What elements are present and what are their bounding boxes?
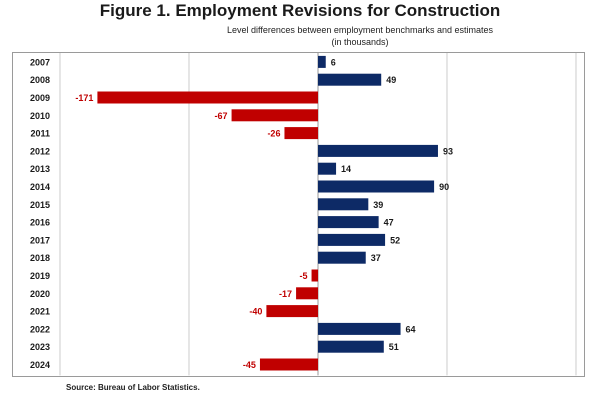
category-label: 2013 (30, 164, 50, 174)
category-label: 2020 (30, 289, 50, 299)
value-label: 49 (386, 75, 396, 85)
bar (318, 162, 337, 175)
category-label: 2017 (30, 235, 50, 245)
category-label: 2010 (30, 111, 50, 121)
value-label: -5 (300, 271, 308, 281)
value-label: 93 (443, 146, 453, 156)
bar (259, 358, 318, 371)
category-label: 2022 (30, 324, 50, 334)
subtitle-line-2: (in thousands) (331, 37, 389, 47)
bar (318, 251, 366, 264)
category-label: 2007 (30, 57, 50, 67)
value-label: -45 (243, 360, 256, 370)
category-label: 2015 (30, 200, 50, 210)
bar (266, 305, 318, 318)
value-label: 6 (331, 57, 336, 67)
value-label: -26 (267, 129, 280, 139)
bar (311, 269, 318, 282)
value-label: 90 (439, 182, 449, 192)
value-label: 64 (406, 324, 416, 334)
category-label: 2019 (30, 271, 50, 281)
category-label: 2012 (30, 146, 50, 156)
value-label: 14 (341, 164, 351, 174)
value-label: 47 (384, 218, 394, 228)
value-label: -40 (249, 307, 262, 317)
bar (318, 55, 326, 68)
chart-title: Figure 1. Employment Revisions for Const… (99, 1, 501, 20)
bar (318, 180, 435, 193)
value-label: -67 (215, 111, 228, 121)
category-label: 2023 (30, 342, 50, 352)
category-label: 2016 (30, 218, 50, 228)
bar (318, 144, 438, 157)
value-label: 37 (371, 253, 381, 263)
category-label: 2011 (30, 129, 50, 139)
category-label: 2014 (30, 182, 50, 192)
chart-subtitle: Level differences between employment ben… (0, 24, 600, 48)
value-label: 51 (389, 342, 399, 352)
category-label: 2018 (30, 253, 50, 263)
category-label: 2008 (30, 75, 50, 85)
bar (97, 91, 318, 104)
bar (318, 322, 401, 335)
value-label: -17 (279, 289, 292, 299)
bar (231, 109, 318, 122)
category-label: 2009 (30, 93, 50, 103)
chart-frame (12, 52, 585, 377)
category-label: 2024 (30, 360, 50, 370)
category-label: 2021 (30, 307, 50, 317)
subtitle-line-1: Level differences between employment ben… (227, 25, 493, 35)
bar (318, 233, 386, 246)
bar (296, 287, 318, 300)
value-label: 52 (390, 235, 400, 245)
value-label: -171 (75, 93, 93, 103)
value-label: 39 (373, 200, 383, 210)
bar (318, 198, 369, 211)
bar (318, 73, 382, 86)
source-note: Source: Bureau of Labor Statistics. (66, 383, 200, 392)
bar (318, 216, 379, 229)
bar (284, 127, 318, 140)
bar (318, 340, 384, 353)
